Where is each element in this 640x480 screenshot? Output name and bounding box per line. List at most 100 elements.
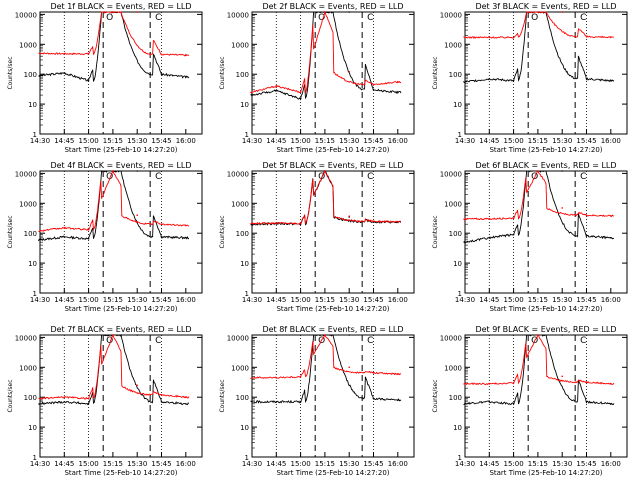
marker-close: C bbox=[367, 336, 373, 346]
y-tick-label: 10000 bbox=[15, 170, 37, 178]
lld-point bbox=[112, 170, 114, 172]
lld-point bbox=[537, 334, 539, 336]
events-point bbox=[160, 401, 163, 403]
events-point bbox=[585, 235, 588, 237]
marker-close: C bbox=[367, 172, 373, 182]
marker-close: C bbox=[155, 13, 161, 23]
events-series-line bbox=[250, 170, 401, 226]
x-tick-label: 15:45 bbox=[363, 296, 383, 304]
lld-point bbox=[372, 83, 375, 86]
y-tick-label: 1000 bbox=[231, 41, 249, 49]
events-point bbox=[561, 334, 563, 336]
x-tick-label: 14:45 bbox=[479, 137, 499, 145]
lld-point bbox=[39, 397, 41, 400]
x-tick-label: 15:00 bbox=[291, 137, 311, 145]
panel-title: Det 4f BLACK = Events, RED = LLD bbox=[50, 161, 191, 170]
y-tick-label: 10 bbox=[240, 101, 249, 109]
x-tick-label: 14:45 bbox=[54, 460, 74, 468]
events-point bbox=[275, 401, 278, 403]
lld-point bbox=[39, 52, 41, 55]
y-tick-label: 100 bbox=[236, 230, 249, 238]
lld-point bbox=[275, 376, 278, 379]
lld-point bbox=[136, 384, 138, 387]
y-tick-label: 100 bbox=[236, 71, 249, 79]
lld-series-line bbox=[38, 169, 190, 233]
events-point bbox=[585, 78, 588, 80]
lld-point bbox=[397, 373, 399, 375]
events-point bbox=[87, 238, 90, 240]
y-tick-label: 1 bbox=[245, 290, 249, 298]
y-tick-label: 100 bbox=[24, 394, 37, 402]
y-tick-label: 1 bbox=[33, 454, 37, 462]
panel-5: Det 5f BLACK = Events, RED = LLD 1 10 100 10… bbox=[219, 161, 415, 313]
x-tick-label: 15:30 bbox=[127, 296, 147, 304]
x-tick-label: 15:00 bbox=[504, 460, 524, 468]
y-tick-label: 100 bbox=[24, 230, 37, 238]
panel-title: Det 7f BLACK = Events, RED = LLD bbox=[50, 325, 191, 334]
y-tick-label: 10 bbox=[28, 101, 37, 109]
marker-close: C bbox=[367, 13, 373, 23]
lld-series-line bbox=[38, 333, 190, 400]
lld-point bbox=[185, 396, 187, 399]
lld-point bbox=[299, 222, 302, 225]
events-series-line bbox=[250, 11, 402, 101]
x-tick-label: 15:15 bbox=[103, 296, 123, 304]
y-tick-label: 10000 bbox=[15, 334, 37, 342]
y-tick-label: 1 bbox=[33, 290, 37, 298]
marker-open: O bbox=[106, 336, 113, 346]
lld-point bbox=[324, 334, 326, 336]
events-point bbox=[397, 91, 399, 93]
y-tick-label: 1 bbox=[245, 454, 249, 462]
x-axis-label: Start Time (25-Feb-10 14:27:20) bbox=[64, 469, 177, 477]
panel-3: Det 3f BLACK = Events, RED = LLD 1 10 100 10… bbox=[432, 2, 628, 154]
x-tick-label: 15:00 bbox=[79, 296, 99, 304]
events-point bbox=[160, 73, 163, 75]
x-tick-label: 15:00 bbox=[79, 137, 99, 145]
events-point bbox=[185, 76, 187, 78]
y-tick-label: 1 bbox=[458, 131, 462, 139]
events-series-line bbox=[463, 170, 615, 244]
events-series-line bbox=[37, 170, 190, 242]
events-point bbox=[348, 11, 351, 13]
x-tick-label: 16:00 bbox=[388, 296, 408, 304]
lld-point bbox=[372, 372, 375, 374]
lld-point bbox=[585, 381, 588, 383]
x-tick-label: 14:30 bbox=[30, 137, 50, 145]
lld-point bbox=[512, 382, 515, 384]
marker-open: O bbox=[318, 13, 325, 23]
events-point bbox=[39, 74, 41, 77]
y-tick-label: 10000 bbox=[440, 334, 462, 342]
y-tick-label: 1000 bbox=[444, 364, 462, 372]
y-axis-label: Counts/sec bbox=[7, 379, 14, 412]
x-tick-label: 16:00 bbox=[601, 460, 621, 468]
x-tick-label: 15:30 bbox=[552, 460, 572, 468]
events-point bbox=[185, 403, 187, 405]
lld-point bbox=[136, 214, 138, 216]
events-point bbox=[39, 239, 41, 241]
x-tick-label: 14:45 bbox=[266, 460, 286, 468]
lld-point bbox=[112, 11, 114, 13]
panel-6: Det 6f BLACK = Events, RED = LLD 1 10 100 10… bbox=[432, 161, 628, 313]
x-tick-label: 15:15 bbox=[528, 137, 548, 145]
y-tick-label: 100 bbox=[449, 71, 462, 79]
x-tick-label: 14:30 bbox=[242, 460, 262, 468]
panel-title: Det 2f BLACK = Events, RED = LLD bbox=[262, 2, 403, 11]
x-tick-label: 14:30 bbox=[455, 137, 475, 145]
x-tick-label: 14:30 bbox=[455, 460, 475, 468]
y-axis-label: Counts/sec bbox=[219, 215, 226, 248]
events-point bbox=[136, 170, 138, 172]
x-tick-label: 15:00 bbox=[504, 296, 524, 304]
y-tick-label: 1000 bbox=[19, 364, 37, 372]
x-tick-label: 15:45 bbox=[151, 137, 171, 145]
y-tick-label: 1000 bbox=[231, 200, 249, 208]
y-tick-label: 1000 bbox=[444, 200, 462, 208]
y-tick-label: 10 bbox=[28, 424, 37, 432]
lld-point bbox=[585, 35, 588, 38]
x-tick-label: 16:00 bbox=[176, 296, 196, 304]
events-point bbox=[348, 334, 351, 336]
lld-point bbox=[324, 170, 326, 172]
panel-title: Det 8f BLACK = Events, RED = LLD bbox=[262, 325, 403, 334]
x-tick-label: 15:30 bbox=[127, 137, 147, 145]
x-tick-label: 15:45 bbox=[363, 460, 383, 468]
y-tick-label: 10000 bbox=[227, 11, 249, 19]
